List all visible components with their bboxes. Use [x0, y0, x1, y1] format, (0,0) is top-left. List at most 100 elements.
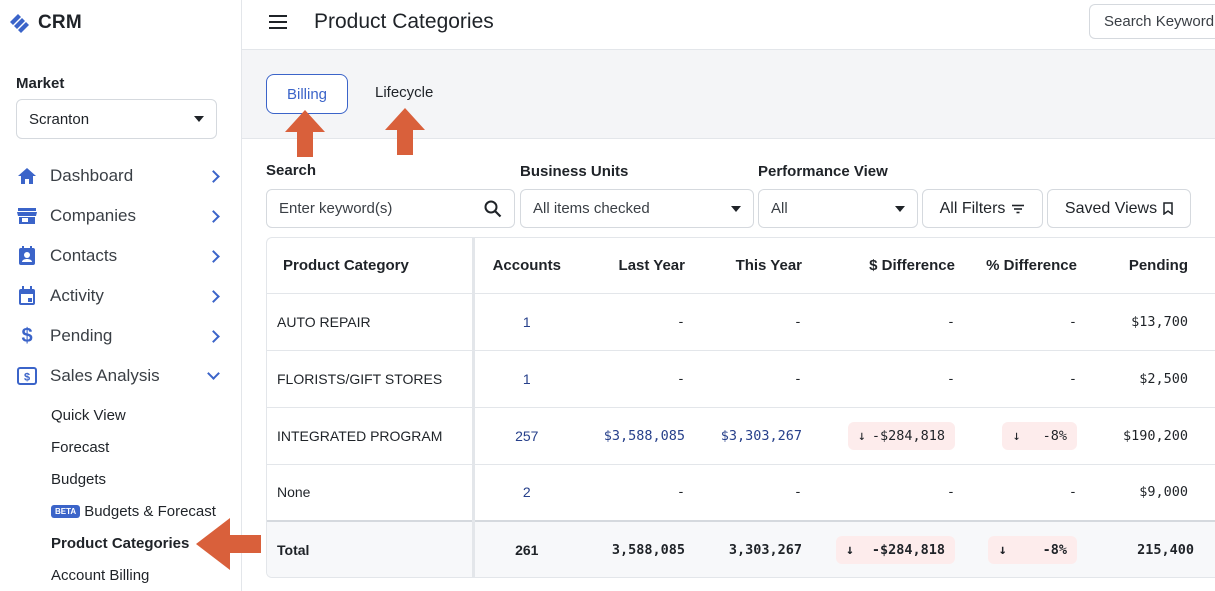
cell-category: INTEGRATED PROGRAM	[267, 407, 475, 464]
subnav-budgets-forecast[interactable]: BETA Budgets & Forecast	[51, 503, 216, 520]
table-row[interactable]: AUTO REPAIR 1 - - - - $13,700	[267, 293, 1215, 350]
chevron-right-icon	[207, 289, 220, 303]
market-value: Scranton	[29, 110, 90, 128]
calendar-icon	[16, 285, 38, 307]
cell-last-year: -	[676, 484, 685, 501]
search-icon[interactable]	[484, 200, 502, 218]
subnav-quick-view[interactable]: Quick View	[51, 407, 126, 424]
cell-percent-difference: ↓ -8%	[965, 407, 1087, 464]
subnav-account-billing[interactable]: Account Billing	[51, 567, 150, 584]
cell-category: FLORISTS/GIFT STORES	[267, 350, 475, 407]
percent-difference-value: -8%	[1042, 427, 1067, 444]
column-header-dollar-difference[interactable]: $ Difference	[869, 256, 955, 274]
bookmark-icon	[1163, 202, 1173, 215]
nav-item-companies[interactable]: Companies	[16, 200, 226, 232]
performance-view-label: Performance View	[758, 163, 888, 180]
tab-billing[interactable]: Billing	[266, 74, 348, 114]
cell-category: None	[267, 464, 475, 521]
cell-last-year: -	[676, 313, 685, 330]
arrow-down-icon: ↓	[1012, 427, 1021, 444]
cell-category: AUTO REPAIR	[267, 293, 475, 350]
cell-this-year[interactable]: $3,303,267	[720, 427, 802, 444]
nav-item-contacts[interactable]: Contacts	[16, 240, 226, 272]
cell-pending: $13,700	[1131, 313, 1188, 330]
nav-label: Companies	[50, 206, 136, 225]
subnav-budgets[interactable]: Budgets	[51, 471, 107, 488]
table-row[interactable]: None 2 - - - - $9,000	[267, 464, 1215, 521]
sidebar: CRM Market Scranton Dashboard Companies	[0, 0, 242, 591]
column-header-pending[interactable]: Pending	[1128, 256, 1188, 274]
nav-item-sales-analysis[interactable]: $ Sales Analysis	[16, 360, 226, 392]
column-header-accounts[interactable]: Accounts	[492, 256, 561, 274]
cell-dollar-difference: ↓ -$284,818	[812, 407, 965, 464]
page-title: Product Categories	[314, 10, 494, 33]
total-dollar-difference-value: -$284,818	[871, 542, 945, 558]
cell-last-year: -	[676, 370, 685, 387]
all-filters-button[interactable]: All Filters	[922, 189, 1043, 228]
business-units-select[interactable]: All items checked	[520, 189, 754, 228]
contact-card-icon	[16, 245, 38, 267]
cell-total-last-year: 3,588,085	[579, 520, 695, 577]
tab-lifecycle[interactable]: Lifecycle	[375, 84, 434, 101]
chevron-right-icon	[207, 209, 220, 223]
market-select[interactable]: Scranton	[16, 99, 217, 139]
negative-change-badge: ↓ -$284,818	[835, 536, 955, 564]
cell-accounts-link[interactable]: 2	[522, 484, 531, 501]
nav-label: Contacts	[50, 246, 118, 265]
negative-change-badge: ↓ -8%	[988, 536, 1077, 564]
cell-percent-difference: -	[1068, 313, 1077, 330]
nav-item-activity[interactable]: Activity	[16, 280, 226, 312]
cell-dollar-difference: -	[946, 313, 955, 330]
cell-accounts-link[interactable]: 1	[522, 313, 531, 330]
cell-last-year[interactable]: $3,588,085	[603, 427, 685, 444]
cell-accounts-link[interactable]: 1	[522, 370, 531, 387]
search-label: Search	[266, 162, 317, 179]
product-categories-table: Product Category Accounts Last Year This…	[266, 237, 1215, 578]
nav-label: Pending	[50, 326, 113, 345]
header-search-input[interactable]: Search Keyword	[1089, 4, 1215, 39]
nav-item-pending[interactable]: $ Pending	[16, 320, 226, 352]
home-icon	[16, 165, 38, 187]
logo[interactable]: CRM	[8, 10, 82, 36]
nav-label: Activity	[50, 286, 104, 305]
cell-percent-difference: -	[1068, 484, 1077, 501]
saved-views-button[interactable]: Saved Views	[1047, 189, 1191, 228]
nav-item-dashboard[interactable]: Dashboard	[16, 160, 226, 192]
cell-total-percent-difference: ↓ -8%	[965, 520, 1087, 577]
cell-pending: $9,000	[1139, 484, 1188, 501]
market-label: Market	[16, 75, 65, 92]
hamburger-menu-icon[interactable]	[269, 15, 287, 29]
search-placeholder: Enter keyword(s)	[279, 200, 393, 217]
crm-logo-icon	[10, 14, 29, 33]
cell-this-year: -	[793, 484, 802, 501]
cell-this-year: -	[793, 370, 802, 387]
business-units-label: Business Units	[520, 163, 629, 180]
column-header-product-category[interactable]: Product Category	[267, 238, 475, 293]
subnav-forecast[interactable]: Forecast	[51, 439, 110, 456]
cell-accounts-link[interactable]: 257	[515, 427, 539, 444]
cell-total-this-year: 3,303,267	[695, 520, 812, 577]
total-percent-difference-value: -8%	[1042, 542, 1067, 558]
column-header-percent-difference[interactable]: % Difference	[986, 256, 1077, 274]
negative-change-badge: ↓ -$284,818	[847, 421, 955, 450]
chevron-right-icon	[207, 249, 220, 263]
performance-view-select[interactable]: All	[758, 189, 918, 228]
sales-analysis-icon: $	[16, 365, 38, 387]
table-row[interactable]: FLORISTS/GIFT STORES 1 - - - - $2,500	[267, 350, 1215, 407]
column-header-last-year[interactable]: Last Year	[618, 256, 685, 274]
cell-total-accounts: 261	[473, 520, 579, 577]
filter-lines-icon	[1012, 204, 1025, 213]
column-header-this-year[interactable]: This Year	[735, 256, 802, 274]
table-row[interactable]: INTEGRATED PROGRAM 257 $3,588,085 $3,303…	[267, 407, 1215, 464]
cell-total-label: Total	[267, 520, 475, 577]
keyword-search-input[interactable]: Enter keyword(s)	[266, 189, 515, 228]
subnav-product-categories[interactable]: Product Categories	[51, 535, 190, 552]
chevron-right-icon	[207, 329, 220, 343]
top-bar: Product Categories Search Keyword	[242, 0, 1215, 50]
annotation-arrow-left-icon	[196, 518, 261, 570]
all-filters-label: All Filters	[939, 199, 1006, 217]
chevron-right-icon	[207, 169, 220, 183]
dollar-icon: $	[21, 324, 33, 347]
caret-down-icon	[731, 205, 741, 212]
cell-this-year: -	[793, 313, 802, 330]
